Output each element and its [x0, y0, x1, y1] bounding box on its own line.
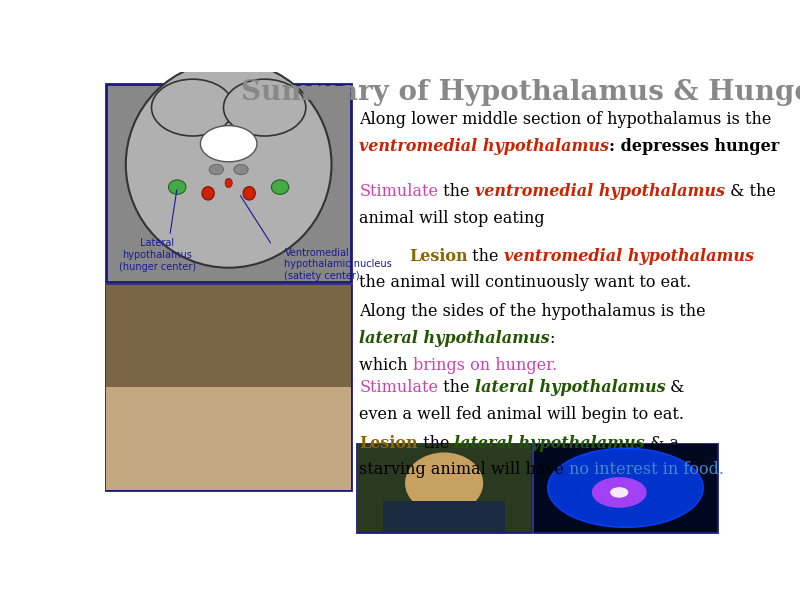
Ellipse shape [223, 79, 306, 136]
Text: the: the [438, 183, 474, 200]
Text: starving animal will have: starving animal will have [359, 461, 569, 478]
Ellipse shape [233, 133, 255, 150]
Text: the: the [418, 434, 454, 452]
Text: lateral hypothalamus: lateral hypothalamus [359, 330, 550, 347]
Text: Along lower middle section of hypothalamus is the: Along lower middle section of hypothalam… [359, 111, 771, 128]
Text: & the: & the [725, 183, 776, 200]
Ellipse shape [202, 187, 214, 200]
Text: ventromedial hypothalamus: ventromedial hypothalamus [504, 248, 754, 265]
Text: : depresses hunger: : depresses hunger [609, 138, 779, 155]
Text: even a well fed animal will begin to eat.: even a well fed animal will begin to eat… [359, 406, 684, 423]
Text: Lateral
hypothalamus
(hunger center): Lateral hypothalamus (hunger center) [118, 238, 196, 272]
Text: ventromedial hypothalamus: ventromedial hypothalamus [359, 138, 609, 155]
Ellipse shape [169, 180, 186, 194]
Text: no interest in food.: no interest in food. [569, 461, 724, 478]
Text: which: which [359, 356, 413, 374]
FancyBboxPatch shape [106, 284, 351, 388]
Text: :: : [550, 330, 555, 347]
Text: lateral hypothalamus: lateral hypothalamus [474, 379, 666, 396]
Ellipse shape [610, 487, 628, 497]
FancyBboxPatch shape [534, 444, 717, 532]
Text: lateral hypothalamus: lateral hypothalamus [454, 434, 645, 452]
Text: Ventromedial
hypothalamic nucleus
(satiety center): Ventromedial hypothalamic nucleus (satie… [285, 248, 392, 281]
FancyBboxPatch shape [383, 501, 505, 532]
Ellipse shape [200, 125, 257, 162]
FancyBboxPatch shape [106, 388, 351, 490]
Ellipse shape [234, 164, 248, 175]
Text: Stimulate: Stimulate [359, 183, 438, 200]
Text: & a: & a [645, 434, 679, 452]
Ellipse shape [243, 187, 255, 200]
Text: Along the sides of the hypothalamus is the: Along the sides of the hypothalamus is t… [359, 303, 706, 320]
Text: the animal will continuously want to eat.: the animal will continuously want to eat… [359, 274, 691, 292]
FancyBboxPatch shape [358, 444, 531, 532]
Text: the: the [467, 248, 504, 265]
Text: &: & [666, 379, 685, 396]
Text: Summary of Hypothalamus & Hunger: Summary of Hypothalamus & Hunger [241, 79, 800, 106]
Text: Stimulate: Stimulate [359, 379, 438, 396]
Text: ventromedial hypothalamus: ventromedial hypothalamus [474, 183, 725, 200]
FancyBboxPatch shape [534, 444, 717, 532]
Ellipse shape [592, 477, 646, 508]
Text: brings on hunger.: brings on hunger. [413, 356, 557, 374]
Text: Lesion: Lesion [359, 434, 418, 452]
Ellipse shape [209, 164, 223, 175]
Text: the: the [438, 379, 474, 396]
FancyBboxPatch shape [106, 284, 351, 490]
FancyBboxPatch shape [106, 284, 351, 490]
Text: Lesion: Lesion [409, 248, 467, 265]
Ellipse shape [405, 452, 483, 514]
Ellipse shape [271, 180, 289, 194]
FancyBboxPatch shape [106, 83, 351, 282]
Ellipse shape [151, 79, 234, 136]
Ellipse shape [548, 448, 703, 527]
Ellipse shape [225, 178, 232, 188]
Ellipse shape [202, 133, 225, 150]
Text: animal will stop eating: animal will stop eating [359, 209, 545, 227]
Ellipse shape [126, 61, 331, 268]
FancyBboxPatch shape [358, 444, 531, 532]
